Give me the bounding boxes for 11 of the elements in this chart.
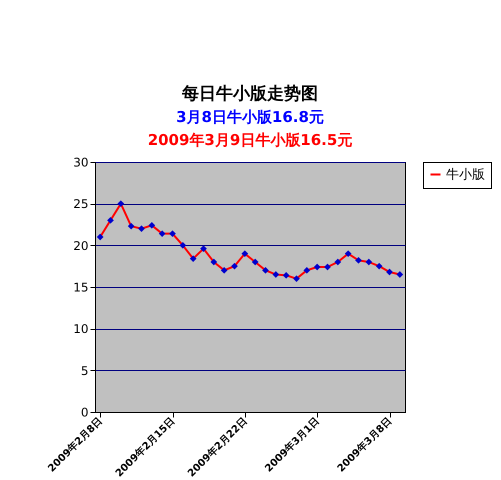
y-tick-label: 25 xyxy=(73,197,88,212)
y-tick-label: 10 xyxy=(73,322,88,336)
y-tick-label: 5 xyxy=(80,364,88,378)
chart-title: 每日牛小版走势图 xyxy=(181,84,318,104)
y-tick-label: 15 xyxy=(73,280,88,294)
chart-subtitle: 3月8日牛小版16.8元 xyxy=(176,108,324,126)
text: 2009年3月9日牛小版16.5元 xyxy=(148,131,352,149)
y-tick-label: 0 xyxy=(80,406,88,420)
y-tick-label: 20 xyxy=(73,238,88,253)
legend-label: 牛小版 xyxy=(446,168,485,182)
y-tick-label: 30 xyxy=(73,156,88,170)
